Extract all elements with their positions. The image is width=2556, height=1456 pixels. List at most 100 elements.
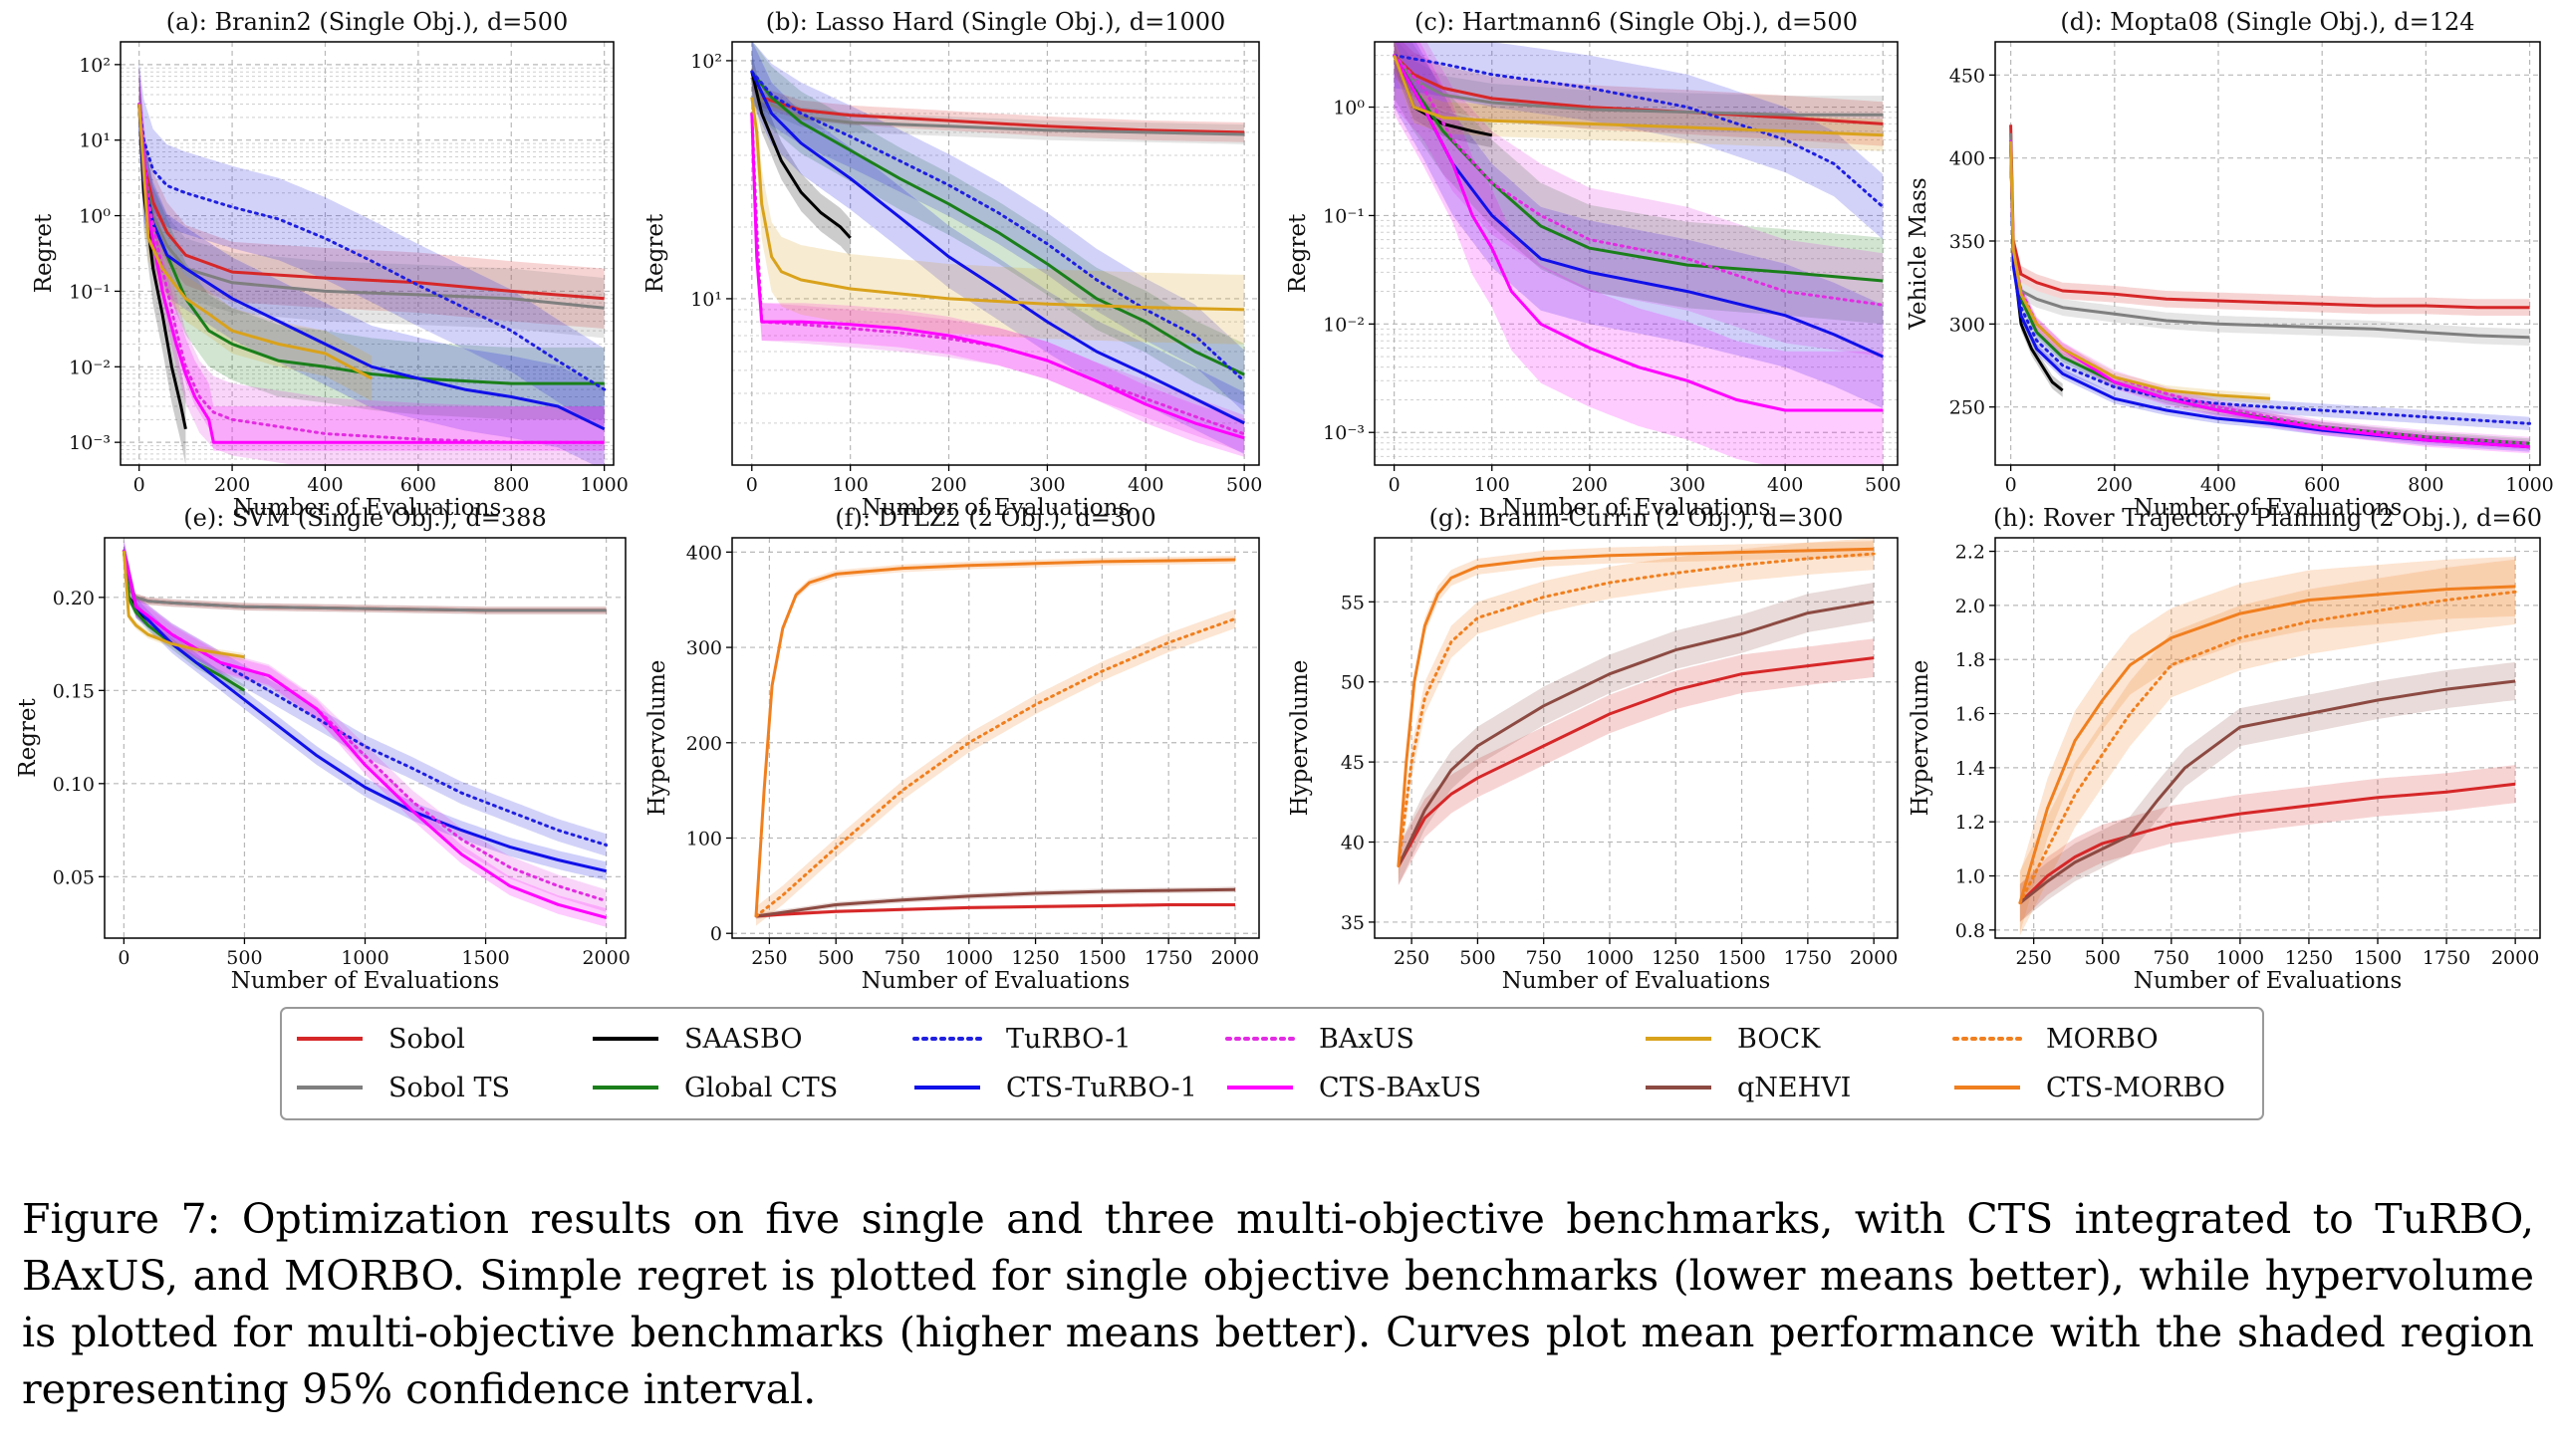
ci-band-sobol_ts [1394, 42, 1884, 134]
y-tick-label: 10¹ [690, 289, 722, 311]
y-tick-label: 40 [1341, 833, 1365, 854]
x-tick-label: 2000 [1850, 947, 1898, 969]
series-line-cts_turbo1 [122, 550, 607, 873]
y-tick-label: 300 [686, 637, 722, 659]
figure: 0 200 400 600 800 100010⁻³10⁻²10⁻¹10⁰10¹10²(a… [15, 8, 2554, 1120]
y-axis-label: Hypervolume [1908, 660, 1933, 817]
series-line-sobol [1397, 656, 1875, 867]
series-line-turbo1 [137, 103, 607, 391]
series-line-cts_morbo [754, 558, 1236, 917]
y-tick-label: 1.6 [1955, 704, 1985, 726]
x-axis-label: Number of Evaluations [231, 968, 500, 994]
x-tick-label: 1750 [1145, 947, 1192, 969]
y-tick-label: 10⁻² [69, 357, 111, 378]
axes-frame [731, 41, 1260, 466]
y-tick-label: 400 [1949, 148, 1985, 170]
axes-frame [1374, 537, 1899, 939]
x-tick-label: 1000 [580, 474, 628, 496]
ci-band-global_cts [1394, 42, 1884, 325]
y-tick-label: 1.8 [1955, 649, 1985, 671]
series-line-cts_baxus [122, 550, 607, 919]
ci-band-sobol [124, 547, 607, 614]
y-tick-label: 200 [686, 733, 722, 755]
x-tick-label: 200 [2097, 474, 2133, 496]
legend-label-qnehvi: qNEHVI [1737, 1073, 1851, 1103]
x-axis-label: Number of Evaluations [862, 968, 1131, 994]
x-tick-label: 400 [1767, 474, 1803, 496]
y-axis-label: Vehicle Mass [1906, 177, 1931, 330]
x-tick-label: 1250 [1011, 947, 1059, 969]
x-tick-label: 300 [1029, 474, 1065, 496]
legend-frame [280, 1007, 2264, 1120]
legend-label-baxus: BAxUS [1319, 1024, 1414, 1055]
plot-area-h [2018, 557, 2517, 936]
x-tick-label: 500 [226, 947, 262, 969]
x-tick-label: 1500 [1078, 947, 1126, 969]
x-tick-label: 250 [1394, 947, 1429, 969]
legend-label-cts_baxus: CTS-BAxUS [1319, 1073, 1481, 1103]
x-tick-label: 1500 [1717, 947, 1765, 969]
y-tick-label: 2.2 [1955, 542, 1985, 564]
y-tick-label: 10⁻³ [69, 432, 111, 454]
plot-area-b [750, 42, 1246, 457]
y-tick-label: 400 [686, 542, 722, 564]
ci-band-sobol [2010, 117, 2530, 316]
x-tick-label: 1250 [1652, 947, 1699, 969]
series-line-qnehvi [2018, 679, 2516, 904]
y-tick-label: 350 [1949, 231, 1985, 253]
y-tick-label: 2.0 [1955, 596, 1985, 617]
y-tick-label: 45 [1341, 752, 1365, 774]
series-line-baxus [137, 103, 607, 444]
plot-area-c [1393, 42, 1885, 465]
y-tick-label: 1.2 [1955, 812, 1985, 834]
x-tick-label: 400 [307, 474, 343, 496]
y-axis-label: Regret [31, 213, 57, 293]
x-tick-label: 1500 [461, 947, 509, 969]
chart-panel-f: 250 500 750 1000 1250 1500 1750 2000 0 100 200 300 4… [644, 504, 1260, 994]
legend-label-morbo: MORBO [2046, 1024, 2159, 1055]
y-axis-label: Regret [15, 698, 41, 778]
axes-frame [1994, 41, 2541, 466]
series-line-qnehvi [755, 887, 1236, 918]
series-line-bock [1393, 55, 1884, 137]
x-tick-label: 500 [818, 947, 854, 969]
y-tick-label: 10⁻³ [1323, 422, 1365, 444]
x-axis-label: Number of Evaluations [2134, 495, 2403, 521]
legend-label-sobol_ts: Sobol TS [388, 1073, 510, 1103]
series-line-cts_baxus [750, 113, 1245, 440]
ci-band-bock [751, 63, 1245, 345]
series-line-cts_baxus [1393, 54, 1884, 412]
series-line-sobol [1393, 54, 1884, 125]
axes-frame [731, 537, 1260, 939]
legend-label-cts_morbo: CTS-MORBO [2046, 1073, 2225, 1103]
x-tick-label: 1000 [2216, 947, 2264, 969]
series-line-sobol [750, 77, 1245, 134]
series-line-turbo1 [1393, 54, 1885, 209]
x-tick-label: 1000 [2505, 474, 2553, 496]
x-tick-label: 400 [2200, 474, 2236, 496]
figure-caption: Figure 7: Optimization results on five s… [22, 1195, 2534, 1413]
ci-band-global_cts [751, 42, 1245, 406]
plot-area-d [2009, 117, 2532, 454]
series-line-bock [750, 97, 1245, 312]
plot-area-g [1397, 538, 1876, 885]
x-tick-label: 1750 [1784, 947, 1832, 969]
ci-band-morbo [756, 608, 1235, 926]
ci-band-cts_turbo1 [751, 42, 1245, 455]
y-axis-label: Regret [1285, 213, 1311, 293]
x-tick-label: 500 [1459, 947, 1495, 969]
y-tick-label: 10⁻¹ [69, 281, 111, 303]
ci-band-baxus [124, 539, 607, 912]
ci-band-sobol_ts [124, 547, 607, 614]
x-tick-label: 300 [1669, 474, 1705, 496]
series-line-global_cts [122, 550, 246, 692]
ci-band-cts_turbo1 [1394, 42, 1884, 409]
x-axis-label: Number of Evaluations [2134, 968, 2403, 994]
ci-band-saasbo [751, 52, 851, 257]
x-tick-label: 2000 [582, 947, 630, 969]
ci-band-turbo1 [1394, 42, 1884, 240]
x-tick-label: 200 [1572, 474, 1608, 496]
series-line-cts_morbo [2018, 585, 2516, 904]
y-axis-label: Regret [642, 213, 668, 293]
series-line-bock [122, 550, 245, 659]
